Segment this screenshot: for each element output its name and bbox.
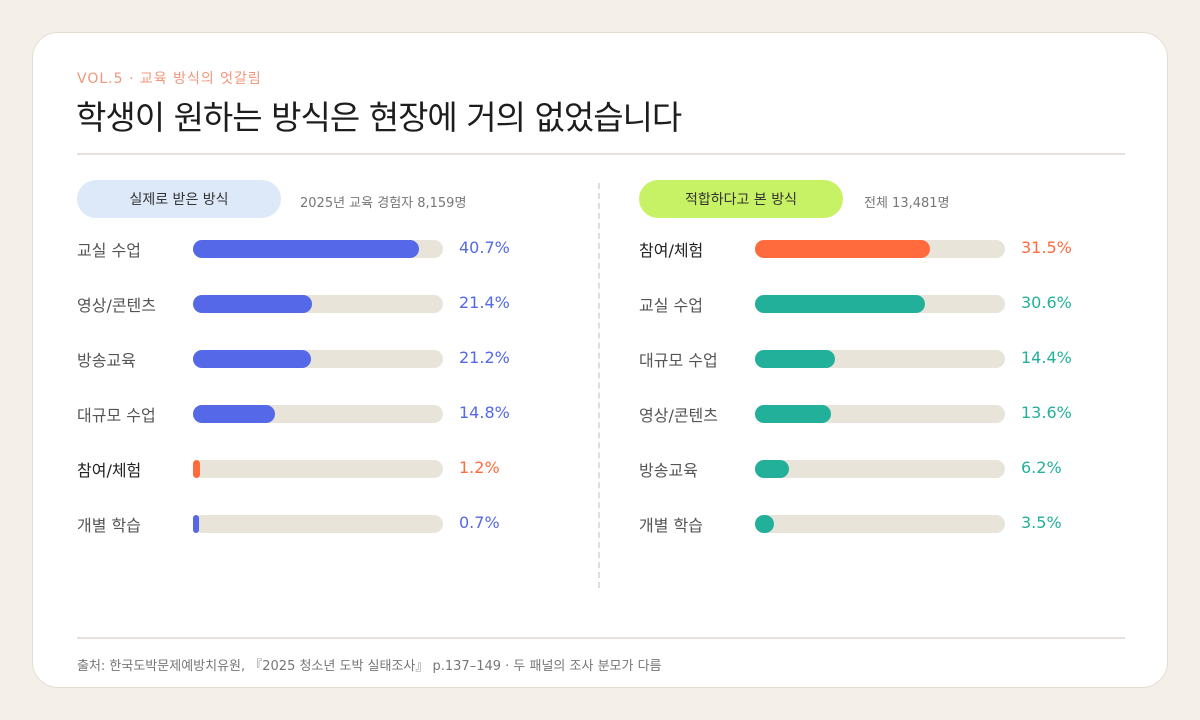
bar: [755, 460, 790, 478]
bar: [755, 240, 930, 258]
value-label: 31.5%: [1021, 238, 1072, 257]
bar: [755, 350, 835, 368]
bar-track: [193, 515, 443, 533]
value-label: 30.6%: [1021, 293, 1072, 312]
bar-track: [755, 515, 1005, 533]
category-label: 영상/콘텐츠: [77, 296, 156, 315]
category-label: 방송교육: [77, 351, 136, 370]
category-label: 개별 학습: [639, 516, 703, 535]
value-label: 14.8%: [459, 403, 510, 422]
bar-track: [193, 405, 443, 423]
value-label: 1.2%: [459, 458, 500, 477]
panel-divider: [598, 183, 600, 588]
bar-track: [755, 460, 1005, 478]
bar: [193, 240, 420, 258]
right-panel-title: 적합하다고 본 방식: [639, 180, 843, 218]
bar-track: [755, 350, 1005, 368]
right-panel-subtitle: 전체 13,481명: [864, 196, 950, 211]
bar: [193, 515, 199, 533]
category-label: 교실 수업: [77, 241, 141, 260]
category-label: 참여/체험: [77, 461, 142, 480]
bar: [193, 405, 276, 423]
bar: [755, 515, 775, 533]
bar-track: [193, 240, 443, 258]
page-title: 학생이 원하는 방식은 현장에 거의 없었습니다: [76, 98, 682, 137]
category-label: 대규모 수업: [77, 406, 156, 425]
category-label: 참여/체험: [639, 241, 704, 260]
value-label: 6.2%: [1021, 458, 1062, 477]
bar-track: [193, 350, 443, 368]
bar-track: [193, 295, 443, 313]
left-panel-title: 실제로 받은 방식: [77, 180, 281, 218]
bottom-divider: [77, 637, 1125, 639]
bar: [755, 295, 925, 313]
category-label: 영상/콘텐츠: [639, 406, 718, 425]
value-label: 3.5%: [1021, 513, 1062, 532]
category-label: 교실 수업: [639, 296, 703, 315]
bar-track: [755, 405, 1005, 423]
bar: [755, 405, 831, 423]
category-label: 방송교육: [639, 461, 698, 480]
value-label: 21.2%: [459, 348, 510, 367]
bar-track: [193, 460, 443, 478]
category-label: 개별 학습: [77, 516, 141, 535]
value-label: 0.7%: [459, 513, 500, 532]
top-divider: [77, 153, 1125, 155]
bar-track: [755, 295, 1005, 313]
bar-track: [755, 240, 1005, 258]
value-label: 40.7%: [459, 238, 510, 257]
report-card: VOL.5 · 교육 방식의 엇갈림 학생이 원하는 방식은 현장에 거의 없었…: [32, 32, 1168, 688]
kicker-label: VOL.5 · 교육 방식의 엇갈림: [77, 71, 262, 87]
left-panel-subtitle: 2025년 교육 경험자 8,159명: [300, 196, 467, 211]
value-label: 13.6%: [1021, 403, 1072, 422]
source-note: 출처: 한국도박문제예방치유원, 『2025 청소년 도박 실태조사』 p.13…: [77, 659, 662, 674]
value-label: 21.4%: [459, 293, 510, 312]
category-label: 대규모 수업: [639, 351, 718, 370]
bar: [193, 460, 200, 478]
bar: [193, 295, 312, 313]
value-label: 14.4%: [1021, 348, 1072, 367]
bar: [193, 350, 311, 368]
